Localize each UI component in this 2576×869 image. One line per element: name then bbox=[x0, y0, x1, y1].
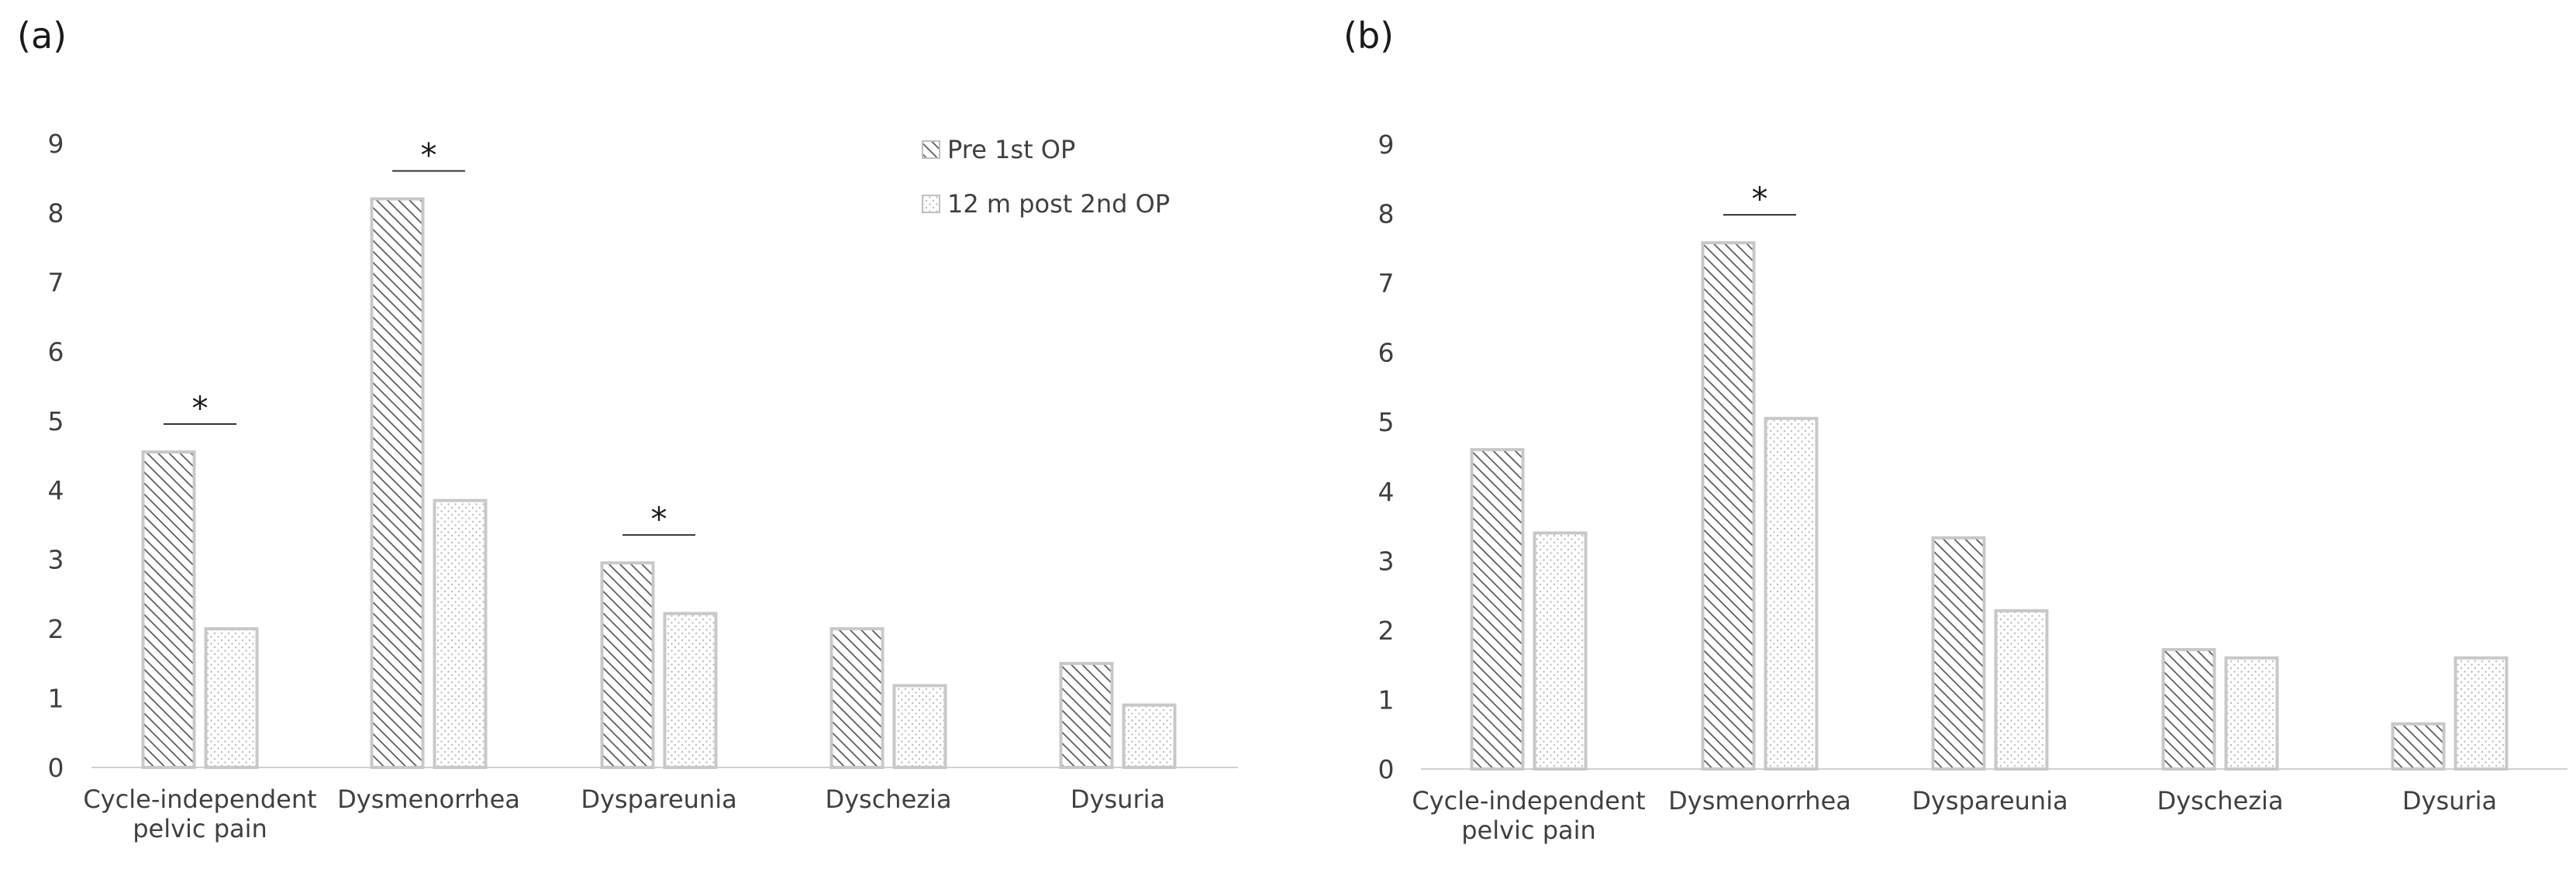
category-label-b-0: Cycle-independent bbox=[1412, 786, 1645, 816]
bar-pre-a-2 bbox=[600, 561, 655, 770]
bar-post-b-2 bbox=[1994, 609, 2049, 771]
y-tick-label-b: 4 bbox=[1378, 477, 1395, 507]
bar-pre-a-4 bbox=[1059, 661, 1114, 769]
bar-post-a-0 bbox=[204, 627, 259, 769]
y-tick-label-b: 8 bbox=[1378, 199, 1395, 229]
bar-post-b-1 bbox=[1764, 416, 1819, 771]
category-label-b-0: pelvic pain bbox=[1461, 816, 1596, 845]
significance-star-a-1: * bbox=[421, 136, 437, 174]
category-label-a-3: Dyschezia bbox=[825, 785, 951, 814]
bar-post-b-3 bbox=[2224, 656, 2279, 771]
legend-swatch-pre bbox=[922, 140, 940, 159]
bar-pre-b-4 bbox=[2391, 722, 2446, 771]
y-tick-label-b: 2 bbox=[1378, 616, 1395, 646]
significance-markers-b: * bbox=[1723, 180, 1796, 218]
bar-post-a-3 bbox=[892, 684, 947, 770]
y-tick-label-a: 5 bbox=[48, 406, 64, 436]
significance-markers-a: * * * bbox=[164, 136, 695, 538]
bars-b bbox=[1470, 241, 2509, 771]
bar-pre-a-0 bbox=[141, 450, 196, 769]
category-label-a-0: pelvic pain bbox=[133, 814, 267, 843]
bar-post-a-1 bbox=[433, 498, 488, 770]
y-tick-label-a: 3 bbox=[48, 545, 64, 575]
category-label-b-3: Dyschezia bbox=[2157, 786, 2283, 816]
chart-panel-a: (a) 0 1 2 3 4 5 6 7 8 9 * * * Cycle-independentpelv… bbox=[17, 15, 1238, 843]
y-tick-label-a: 6 bbox=[48, 336, 64, 367]
y-tick-label-b: 9 bbox=[1378, 129, 1395, 160]
panel-label-a: (a) bbox=[17, 15, 67, 57]
y-axis-ticks-b: 0 1 2 3 4 5 6 7 8 9 bbox=[1378, 129, 1395, 785]
bar-post-a-4 bbox=[1122, 703, 1177, 769]
category-label-b-2: Dyspareunia bbox=[1912, 786, 2067, 816]
category-label-a-2: Dyspareunia bbox=[581, 785, 736, 814]
y-tick-label-b: 6 bbox=[1378, 338, 1395, 368]
category-label-b-4: Dysuria bbox=[2402, 786, 2497, 816]
bars-a bbox=[141, 197, 1177, 770]
significance-star-a-2: * bbox=[651, 500, 667, 538]
bar-post-b-0 bbox=[1533, 531, 1588, 771]
bar-pre-a-1 bbox=[370, 197, 425, 769]
y-tick-label-a: 7 bbox=[48, 267, 64, 298]
bar-post-b-4 bbox=[2454, 656, 2509, 771]
y-tick-label-b: 7 bbox=[1378, 268, 1395, 298]
category-label-b-1: Dysmenorrhea bbox=[1668, 786, 1851, 816]
legend: Pre 1st OP 12 m post 2nd OP bbox=[922, 135, 1170, 219]
y-tick-label-a: 8 bbox=[48, 198, 64, 228]
legend-label-pre: Pre 1st OP bbox=[947, 135, 1075, 164]
significance-star-a-0: * bbox=[192, 389, 209, 427]
y-tick-label-b: 0 bbox=[1378, 754, 1395, 785]
y-tick-label-a: 9 bbox=[48, 129, 64, 159]
y-tick-label-b: 3 bbox=[1378, 546, 1395, 576]
category-label-a-1: Dysmenorrhea bbox=[337, 785, 520, 814]
bar-post-a-2 bbox=[663, 612, 718, 770]
bar-pre-a-3 bbox=[829, 627, 885, 769]
y-tick-label-b: 1 bbox=[1378, 685, 1395, 715]
bar-pre-b-0 bbox=[1470, 448, 1525, 771]
chart-panel-b: (b) 0 1 2 3 4 5 6 7 8 9 * Cycle-independentpelvic… bbox=[1343, 15, 2567, 845]
bar-pre-b-1 bbox=[1701, 241, 1756, 771]
y-tick-label-b: 5 bbox=[1378, 407, 1395, 437]
bar-pre-b-2 bbox=[1931, 536, 1986, 771]
y-tick-label-a: 1 bbox=[48, 684, 64, 714]
bar-pre-b-3 bbox=[2161, 647, 2216, 771]
panel-label-b: (b) bbox=[1343, 15, 1394, 57]
y-tick-label-a: 4 bbox=[48, 475, 64, 505]
y-tick-label-a: 2 bbox=[48, 614, 64, 644]
category-label-a-4: Dysuria bbox=[1071, 785, 1165, 814]
y-axis-ticks-a: 0 1 2 3 4 5 6 7 8 9 bbox=[48, 129, 64, 783]
y-tick-label-a: 0 bbox=[48, 753, 64, 783]
category-label-a-0: Cycle-independent bbox=[83, 785, 316, 814]
legend-swatch-post bbox=[922, 195, 940, 213]
legend-label-post: 12 m post 2nd OP bbox=[947, 189, 1170, 219]
significance-star-b-1: * bbox=[1752, 180, 1768, 218]
